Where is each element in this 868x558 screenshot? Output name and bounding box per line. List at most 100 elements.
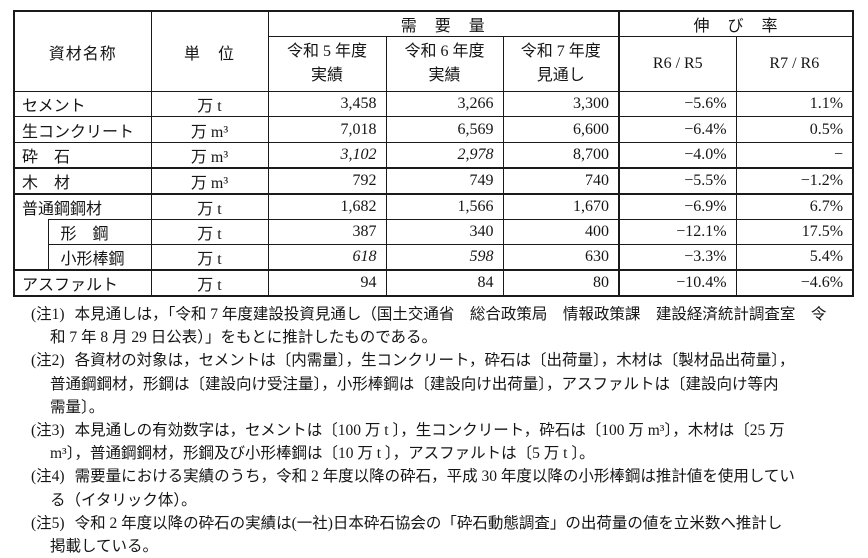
row-small-bar-steel: 小形棒鋼 万 t 618 598 630 −3.3% 5.4%	[14, 244, 854, 272]
row-ready-mixed-concrete: 生コンクリート 万 m³ 7,018 6,569 6,600 −6.4% 0.5…	[13, 116, 854, 143]
note-2-line-1: (注2) 各資材の対象は，セメントは〔内需量〕，生コンクリート，砕石は〔出荷量〕，…	[31, 349, 861, 372]
unit-cell: 万 t	[150, 218, 269, 246]
header-r6-line1: 令和 6 年度	[404, 43, 485, 60]
material-name-cell: 砕 石	[13, 141, 152, 169]
note-5-text: 令和 2 年度以降の砕石の実績は(一社)日本砕石協会の「砕石動態調査」の出荷量の…	[74, 514, 783, 532]
note-4-line-1: (注4) 需要量における実績のうち，令和 2 年度以降の砕石，平成 30 年度以降…	[31, 465, 861, 488]
value-r5-cell: 3,458	[267, 90, 387, 118]
header-r7-line2: 見通し	[536, 67, 585, 84]
value-r5-cell: 94	[267, 269, 387, 297]
value-r7-cell: 400	[502, 218, 620, 246]
growth-r6r5-cell: −12.1%	[618, 218, 737, 246]
note-3-text: 本見通しの有効数字は，セメントは〔100 万 t 〕，生コンクリート，砕石は〔1…	[74, 421, 785, 439]
note-4-line-2: る（イタリック体）。	[50, 491, 197, 509]
growth-r7r6-cell: −1.2%	[735, 167, 854, 195]
header-demand-group: 需 要 量	[267, 10, 620, 37]
value-r7-cell: 3,300	[502, 90, 620, 118]
value-r5-cell: 792	[267, 167, 387, 195]
growth-r6r5-cell: −5.5%	[618, 167, 737, 195]
value-r6-cell: 749	[385, 167, 504, 195]
value-r6-cell: 6,569	[385, 116, 504, 143]
header-r5-actual: 令和 5 年度 実績	[267, 36, 387, 92]
note-3-line-2: m³〕，普通鋼鋼材，形鋼及び小形棒鋼は〔10 万 t 〕，アスファルトは〔5 万…	[50, 445, 595, 463]
material-name-cell: 生コンクリート	[13, 116, 152, 143]
value-r5-cell: 387	[267, 218, 387, 246]
material-name-cell: 普通鋼鋼材	[13, 193, 152, 220]
value-r6-cell-estimate: 598	[385, 244, 504, 272]
unit-cell: 万 t	[150, 90, 269, 118]
note-2-line-3: 需量〕。	[50, 398, 105, 416]
growth-r7r6-cell: 5.4%	[735, 244, 854, 272]
steel-subgroup-indent-strip	[13, 219, 49, 271]
header-growth-r7r6: R7 / R6	[735, 36, 854, 92]
value-r6-cell: 1,566	[385, 193, 504, 220]
unit-cell: 万 m³	[150, 141, 269, 169]
note-3-line-1: (注3) 本見通しの有効数字は，セメントは〔100 万 t 〕，生コンクリート，砕…	[31, 419, 861, 442]
material-name-cell: セメント	[13, 90, 152, 118]
value-r7-cell: 6,600	[502, 116, 620, 143]
header-growth-r6r5: R6 / R5	[618, 36, 737, 92]
growth-r6r5-cell: −5.6%	[618, 90, 737, 118]
note-3-label: (注3)	[31, 421, 65, 439]
growth-r7r6-cell: −4.6%	[735, 269, 854, 297]
growth-r7r6-cell: 0.5%	[735, 116, 854, 143]
value-r6-cell: 84	[385, 269, 504, 297]
value-r7-cell: 8,700	[502, 141, 620, 169]
row-lumber: 木 材 万 m³ 792 749 740 −5.5% −1.2%	[13, 167, 854, 195]
note-5-line-1: (注5) 令和 2 年度以降の砕石の実績は(一社)日本砕石協会の「砕石動態調査」の…	[31, 512, 861, 535]
row-asphalt: アスファルト 万 t 94 84 80 −10.4% −4.6%	[13, 269, 854, 297]
footnotes: (注1) 本見通しは，「令和 7 年度建設投資見通し（国土交通省 総合政策局 情報…	[31, 303, 861, 558]
value-r7-cell: 80	[502, 269, 620, 297]
unit-cell: 万 m³	[150, 167, 269, 195]
header-r7-line1: 令和 7 年度	[520, 43, 601, 60]
header-r5-line2: 実績	[311, 67, 344, 84]
value-r7-cell: 740	[502, 167, 620, 195]
header-r5-line1: 令和 5 年度	[287, 43, 368, 60]
growth-r7r6-cell: −	[735, 141, 854, 169]
value-r5-cell: 1,682	[267, 193, 387, 220]
material-name-cell: 木 材	[13, 167, 152, 195]
note-5-label: (注5)	[31, 514, 65, 532]
material-name-cell: アスファルト	[13, 269, 152, 297]
growth-r7r6-cell: 1.1%	[735, 90, 854, 118]
value-r5-cell-estimate: 618	[267, 244, 387, 272]
note-1-line-2: 和 7 年 8 月 29 日公表）」をもとに推計したものである。	[50, 329, 438, 347]
row-cement: セメント 万 t 3,458 3,266 3,300 −5.6% 1.1%	[13, 90, 854, 118]
note-1-label: (注1)	[31, 306, 65, 323]
growth-r7r6-cell: 6.7%	[735, 193, 854, 220]
growth-r6r5-cell: −6.9%	[618, 193, 737, 220]
value-r5-cell-estimate: 3,102	[267, 141, 387, 169]
header-material-name: 資材名称	[13, 10, 152, 92]
note-5-line-2: 掲載している。	[50, 537, 159, 555]
header-unit: 単 位	[150, 10, 269, 92]
materials-demand-table-wrap: 資材名称 単 位 需 要 量 伸 び 率 令和 5 年度 実績 令和 6 年度 …	[13, 10, 855, 298]
header-r6-actual: 令和 6 年度 実績	[385, 36, 504, 92]
row-ordinary-steel: 普通鋼鋼材 万 t 1,682 1,566 1,670 −6.9% 6.7%	[13, 193, 854, 220]
unit-cell: 万 m³	[150, 116, 269, 143]
growth-r6r5-cell: −3.3%	[618, 244, 737, 272]
unit-cell: 万 t	[150, 193, 269, 220]
value-r5-cell: 7,018	[267, 116, 387, 143]
growth-r7r6-cell: 17.5%	[735, 218, 854, 246]
growth-r6r5-cell: −6.4%	[618, 116, 737, 143]
row-crushed-stone: 砕 石 万 m³ 3,102 2,978 8,700 −4.0% −	[13, 141, 854, 169]
value-r6-cell: 3,266	[385, 90, 504, 118]
note-2-line-2: 普通鋼鋼材，形鋼は〔建設向け受注量〕，小形棒鋼は〔建設向け出荷量〕，アスファルト…	[50, 375, 779, 393]
row-shaped-steel: 形 鋼 万 t 387 340 400 −12.1% 17.5%	[13, 218, 854, 271]
value-r6-cell: 340	[385, 218, 504, 246]
note-4-label: (注4)	[31, 468, 65, 486]
value-r7-cell: 1,670	[502, 193, 620, 220]
header-growth-group: 伸 び 率	[618, 10, 854, 37]
note-1-line-1: (注1) 本見通しは，「令和 7 年度建設投資見通し（国土交通省 総合政策局 情報…	[31, 303, 861, 326]
note-4-text: 需要量における実績のうち，令和 2 年度以降の砕石，平成 30 年度以降の小形棒…	[74, 468, 795, 486]
unit-cell: 万 t	[150, 269, 269, 297]
note-1-text: 本見通しは，「令和 7 年度建設投資見通し（国土交通省 総合政策局 情報政策課 …	[74, 306, 827, 323]
header-r6-line2: 実績	[428, 67, 461, 84]
material-name-cell-sub: 小形棒鋼	[47, 244, 152, 272]
materials-demand-table: 資材名称 単 位 需 要 量 伸 び 率 令和 5 年度 実績 令和 6 年度 …	[13, 10, 855, 298]
value-r7-cell: 630	[502, 244, 620, 272]
growth-r6r5-cell: −10.4%	[618, 269, 737, 297]
header-r7-forecast: 令和 7 年度 見通し	[502, 36, 620, 92]
note-2-label: (注2)	[31, 352, 65, 370]
value-r6-cell-estimate: 2,978	[385, 141, 504, 169]
